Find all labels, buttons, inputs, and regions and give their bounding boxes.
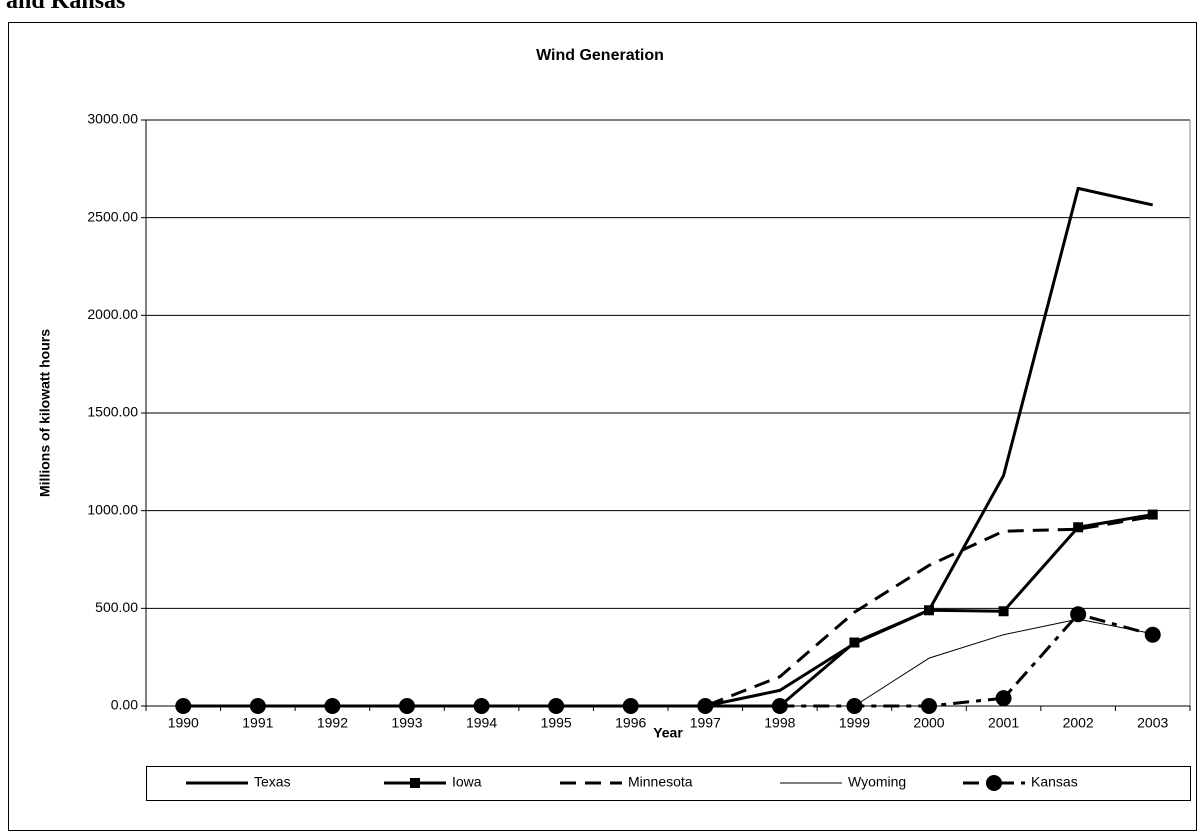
marker [399,698,415,714]
y-tick-label: 3000.00 [87,111,138,127]
marker [175,698,192,714]
marker [324,698,341,714]
x-tick-label: 2001 [988,715,1019,731]
legend-label: Texas [254,774,291,790]
marker [1147,509,1158,520]
x-tick-label: 2003 [1137,715,1168,731]
legend-label: Minnesota [628,774,693,790]
marker [924,605,934,616]
x-tick-label: 2002 [1063,715,1094,731]
series-line [183,612,1154,708]
y-tick-label: 2000.00 [87,306,138,322]
chart-frame [8,22,1197,831]
marker [249,698,266,714]
marker [1144,626,1161,643]
marker [1070,606,1087,623]
x-tick-label: 1995 [541,715,572,731]
x-tick-label: 1999 [839,715,870,731]
marker [622,698,639,714]
x-tick-label: 1994 [466,715,497,731]
marker [995,690,1012,707]
y-tick-label: 500.00 [95,599,138,615]
series-line [183,618,1153,707]
marker [1073,522,1084,533]
y-tick-label: 0.00 [111,697,138,713]
legend-label: Iowa [452,774,482,790]
chart-title: Wind Generation [536,47,664,64]
legend-box [146,766,1191,801]
x-axis-label: Year [653,725,683,741]
x-tick-label: 1993 [391,715,422,731]
marker [998,606,1009,617]
marker [771,698,788,714]
y-tick-label: 1500.00 [87,404,138,420]
marker [697,698,714,714]
x-tick-label: 1991 [242,715,273,731]
x-tick-label: 1997 [690,715,721,731]
y-tick-label: 1000.00 [87,501,138,517]
marker [849,637,860,648]
x-tick-label: 1998 [764,715,795,731]
marker [846,698,863,714]
x-tick-label: 1996 [615,715,646,731]
x-tick-label: 1992 [317,715,348,731]
x-tick-label: 2000 [913,715,944,731]
marker [548,698,565,714]
legend-label: Wyoming [848,774,906,790]
y-axis-label: Millions of kilowatt hours [37,329,53,497]
legend-label: Kansas [1031,774,1078,790]
page-heading: and Kansas [6,0,125,14]
legend-marker [410,778,420,788]
marker [473,698,490,714]
x-tick-label: 1990 [168,715,199,731]
series-line [183,186,1154,708]
legend-marker [986,775,1002,791]
marker [921,698,937,714]
y-tick-label: 2500.00 [87,208,138,224]
